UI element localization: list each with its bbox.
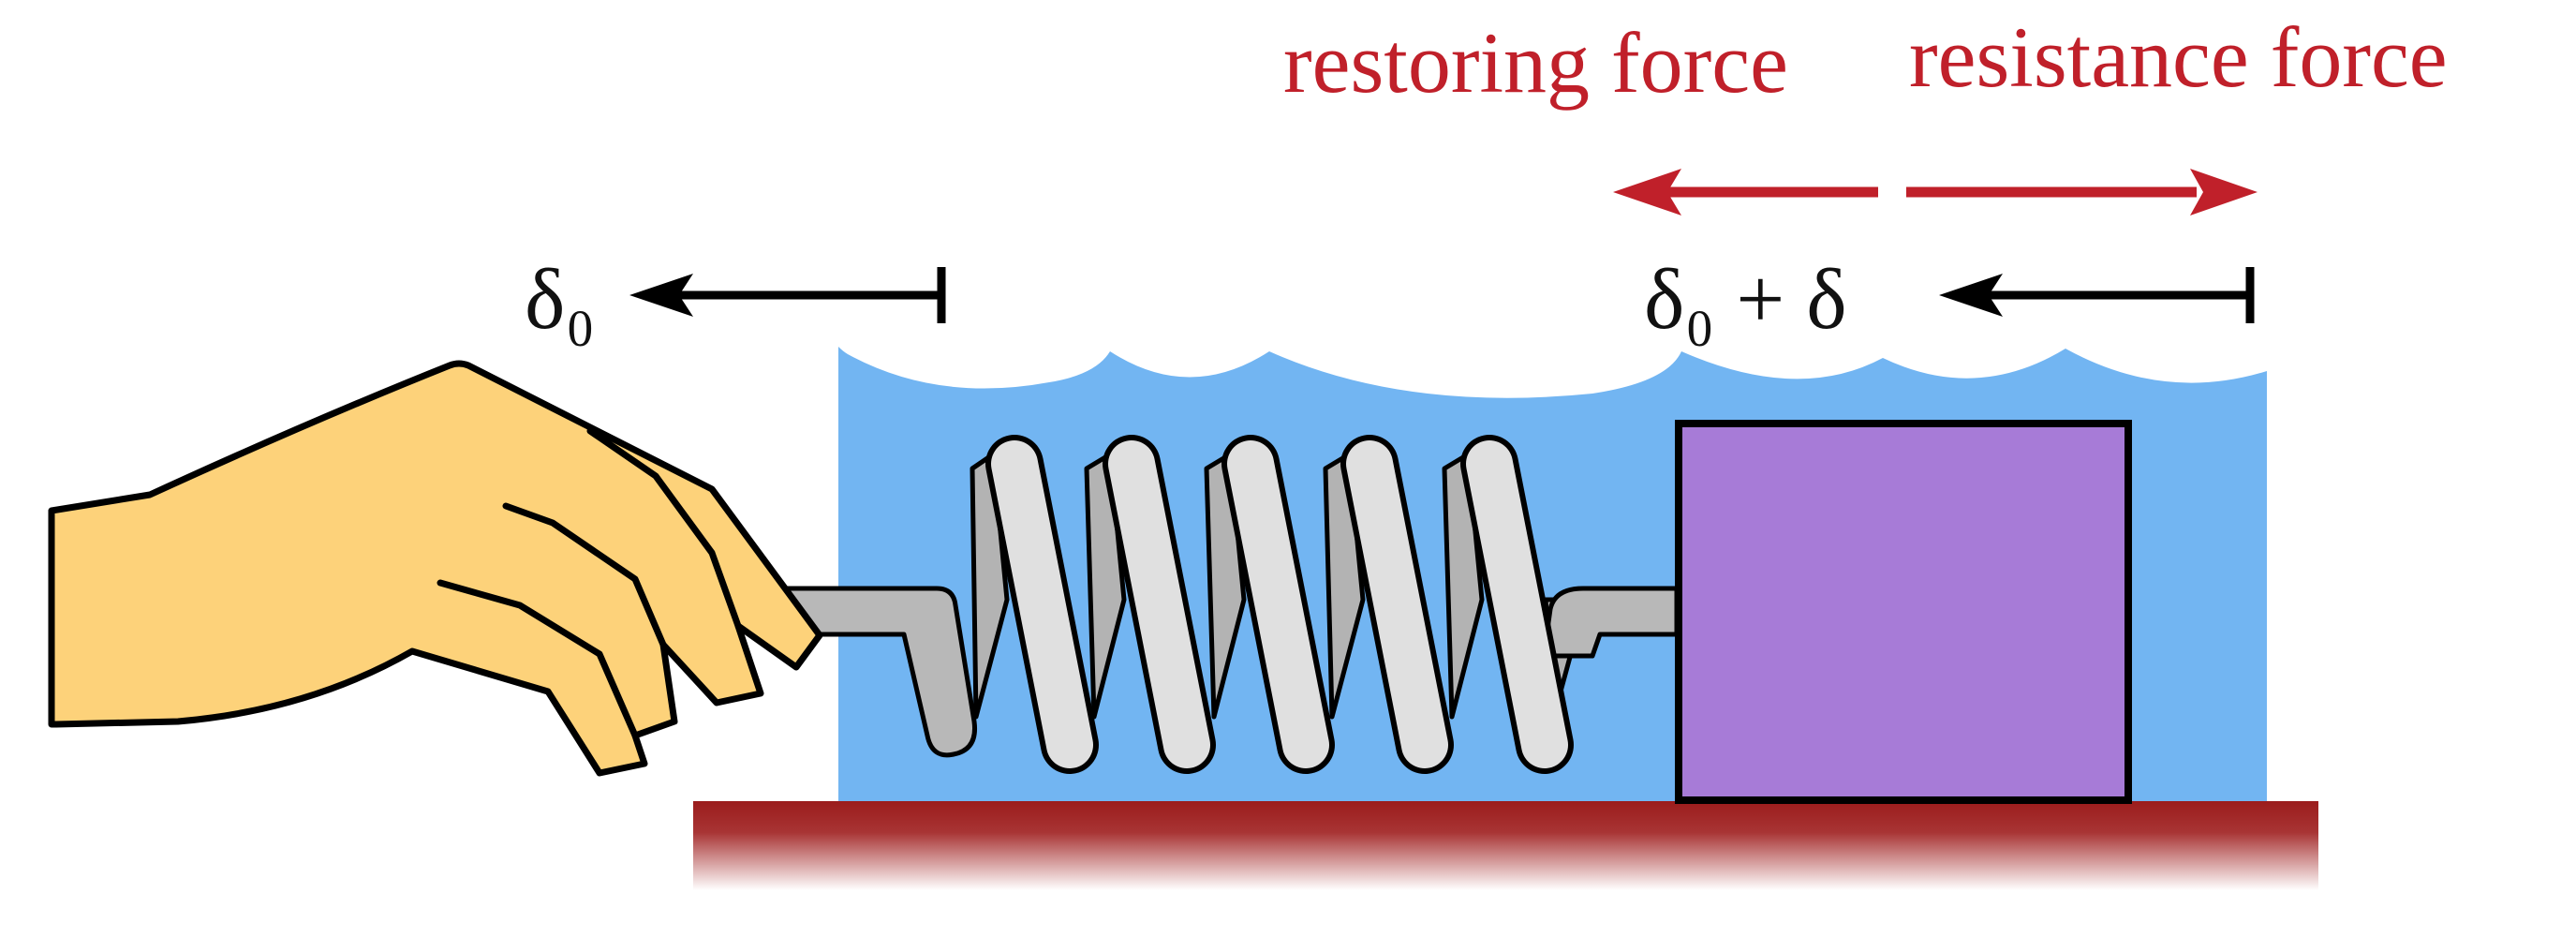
displacement-arrow-right: [1939, 267, 2255, 323]
floor: [693, 801, 2318, 890]
spring-right-rod: [1541, 586, 1680, 659]
resistance-force-label: resistance force: [1909, 9, 2448, 105]
hand: [48, 360, 823, 777]
restoring-force-label: restoring force: [1283, 15, 1788, 111]
delta0-plus-delta-label: δ₀ + δ: [1644, 251, 1847, 347]
spring-left-rod: [784, 586, 978, 758]
resistance-force-arrow: [1906, 169, 2258, 216]
restoring-force-arrow: [1613, 169, 1878, 216]
displacement-arrow-left: [629, 267, 946, 323]
mass-block: [1675, 420, 2132, 804]
spring-coils: [985, 435, 1574, 774]
delta0-label: δ₀: [525, 251, 595, 347]
